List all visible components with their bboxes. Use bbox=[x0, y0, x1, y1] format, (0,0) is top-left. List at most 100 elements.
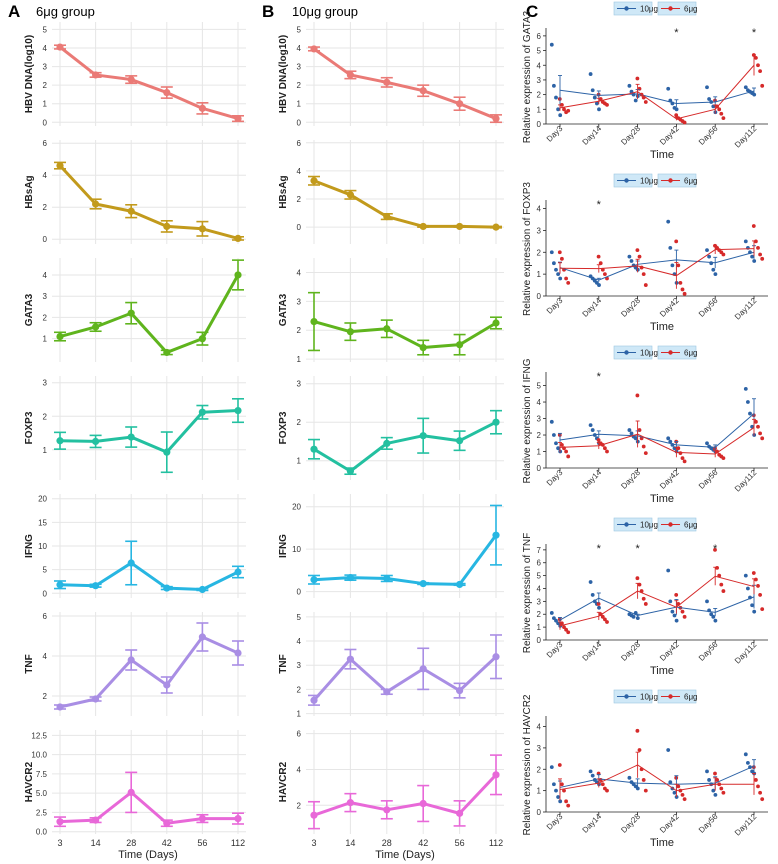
panel-b-havcr2-data-point bbox=[310, 811, 318, 819]
panel-c-foxp3-point-10ug bbox=[597, 283, 601, 287]
panel-a-tnf-data-point bbox=[198, 633, 206, 641]
panel-c-tnf-significance-star: * bbox=[713, 543, 718, 555]
panel-c-tnf-point-10ug bbox=[631, 614, 636, 619]
panel-a-havcr2-y-tick-label: 10.0 bbox=[31, 751, 47, 760]
panel-a-gata3-y-tick-label: 2 bbox=[43, 313, 48, 322]
panel-a-hbsag-y-axis-label: HBsAg bbox=[24, 175, 35, 208]
panel-c-gata3-y-tick-label: 4 bbox=[537, 61, 542, 70]
panel-a-tnf-data-point bbox=[56, 703, 64, 711]
panel-b-hbv-dna-log10-data-point bbox=[310, 45, 318, 53]
panel-c-tnf-point-6ug bbox=[756, 584, 760, 588]
panel-c-gata3-point-10ug bbox=[707, 97, 711, 101]
panel-c-havcr2-point-10ug bbox=[635, 786, 640, 791]
panel-c-tnf-x-tick-label: Day42 bbox=[658, 640, 681, 663]
panel-c-ifng-point-6ug bbox=[637, 428, 642, 432]
panel-a-hbv-dna-log10-y-tick-label: 5 bbox=[43, 25, 48, 34]
panel-c-tnf-x-tick-label: Day3 bbox=[545, 640, 565, 660]
panel-a-foxp3-data-point bbox=[234, 406, 242, 415]
panel-b-foxp3-data-point bbox=[456, 437, 464, 445]
panel-a-hbv-dna-log10-y-tick-label: 1 bbox=[43, 100, 48, 109]
panel-b-hbsag-y-tick-label: 0 bbox=[297, 223, 302, 232]
panel-a-gata3-subplot: 1 2 3 4 GATA3 bbox=[24, 258, 246, 362]
panel-c-tnf-x-tick-label: Day112 bbox=[733, 640, 759, 666]
panel-c-foxp3-legend-label-10ug: 10μg bbox=[640, 177, 658, 186]
panel-c-foxp3-point-10ug bbox=[556, 272, 560, 277]
panel-c-havcr2-point-10ug bbox=[558, 799, 563, 804]
panel-a-foxp3-y-tick-label: 2 bbox=[43, 412, 48, 421]
panel-c-havcr2-legend-marker-6ug bbox=[668, 694, 673, 699]
panel-c-tnf-legend: 10μg 6μg bbox=[613, 517, 698, 532]
panel-c-gata3-y-tick-label: 5 bbox=[537, 47, 542, 56]
panel-a-hbsag-series-line bbox=[58, 164, 239, 240]
panel-a-ifng-y-tick-label: 5 bbox=[43, 566, 48, 575]
panel-c-ifng-point-6ug bbox=[603, 446, 607, 451]
panel-c-foxp3-y-tick-label: 2 bbox=[537, 248, 542, 257]
panel-c-foxp3-significance-star: * bbox=[597, 199, 602, 211]
panel-c-tnf-legend-marker-10ug bbox=[624, 522, 629, 527]
panel-c-foxp3-point-10ug bbox=[668, 246, 673, 250]
panel-c-gata3-point-6ug bbox=[721, 116, 726, 121]
panel-b-gata3-data-point bbox=[456, 341, 464, 349]
panel-c-foxp3-point-10ug bbox=[709, 261, 714, 266]
panel-a-ifng-series-line bbox=[59, 561, 239, 591]
panel-a-x-tick-label: 3 bbox=[57, 838, 62, 848]
panel-c-tnf-point-10ug bbox=[597, 605, 601, 610]
panel-c-foxp3-x-tick-label: Day14 bbox=[580, 296, 603, 319]
panel-c-havcr2-x-tick-label: Day28 bbox=[619, 812, 642, 835]
panel-c-foxp3-point-10ug bbox=[713, 272, 718, 277]
panel-c-tnf-point-10ug bbox=[666, 568, 671, 573]
panel-b-hbv-dna-log10-y-tick-label: 3 bbox=[297, 63, 302, 72]
panel-c-gata3-y-axis-label: Relative expression of GATA3 bbox=[522, 10, 533, 143]
panel-b-hbsag-data-point bbox=[346, 191, 354, 199]
panel-c-havcr2-point-6ug bbox=[758, 790, 762, 795]
panel-c-gata3-point-10ug bbox=[595, 101, 599, 106]
panel-b-gata3-data-point bbox=[419, 343, 427, 352]
panel-b-foxp3-data-point bbox=[310, 445, 318, 453]
panel-a-hbv-dna-log10-series-line bbox=[59, 45, 239, 121]
panel-c-gata3-point-6ug bbox=[637, 86, 642, 91]
panel-c-havcr2-subplot: 10μg 6μg 0 1 2 3 4 Relative expression of HAVCR… bbox=[522, 689, 768, 849]
panel-b-foxp3-y-tick-label: 2 bbox=[297, 418, 302, 427]
panel-a-hbv-dna-log10-data-point bbox=[92, 71, 100, 79]
panel-b-tnf-y-tick-label: 2 bbox=[297, 685, 302, 694]
panel-a-ifng-y-axis-label: IFNG bbox=[24, 534, 35, 558]
panel-c-gata3-x-axis-label: Time bbox=[650, 149, 674, 161]
panel-c-havcr2-mean-line-6ug bbox=[559, 764, 754, 792]
panel-b-hbv-dna-log10-data-point bbox=[456, 100, 464, 108]
panel-c-havcr2-point-6ug bbox=[713, 771, 717, 776]
panel-b-gata3-y-tick-label: 1 bbox=[297, 355, 302, 364]
panel-b-hbv-dna-log10-y-axis-label: HBV DNA(log10) bbox=[278, 35, 289, 113]
panel-c-tnf-point-10ug bbox=[590, 593, 595, 597]
panel-b-foxp3-data-point bbox=[346, 467, 354, 475]
panel-c-gata3-point-10ug bbox=[633, 98, 638, 103]
panel-a-havcr2-y-tick-label: 12.5 bbox=[31, 731, 47, 740]
panel-b-tnf-y-tick-label: 1 bbox=[297, 710, 302, 719]
panel-label-c: C bbox=[526, 2, 538, 21]
panel-a-foxp3-data-point bbox=[92, 437, 100, 446]
panel-c-gata3-subplot: 10μg 6μg 0 1 2 3 4 5 6 Relative expression of GAT… bbox=[522, 1, 768, 161]
panel-c-foxp3-point-6ug bbox=[557, 250, 562, 255]
panel-c-foxp3-x-tick-label: Day112 bbox=[733, 296, 759, 322]
panel-c-foxp3-point-6ug bbox=[596, 254, 601, 259]
panel-b-havcr2-y-tick-label: 6 bbox=[297, 730, 302, 739]
panel-a-ifng-y-tick-label: 10 bbox=[38, 542, 47, 551]
panel-c-havcr2-point-10ug bbox=[627, 775, 632, 780]
panel-c-tnf-point-6ug bbox=[603, 617, 607, 622]
panel-c-foxp3-point-10ug bbox=[629, 259, 634, 263]
panel-c-ifng-point-6ug bbox=[678, 451, 683, 456]
panel-b-hbv-dna-log10-y-tick-label: 2 bbox=[297, 81, 302, 90]
panel-c-foxp3-point-10ug bbox=[558, 276, 563, 281]
panel-b-gata3-y-tick-label: 2 bbox=[297, 326, 302, 335]
panel-c-havcr2-point-6ug bbox=[754, 778, 758, 782]
panel-b-havcr2-y-axis-label: HAVCR2 bbox=[278, 761, 289, 802]
panel-c-ifng-legend-label-10ug: 10μg bbox=[640, 349, 658, 358]
panel-a-foxp3-y-axis-label: FOXP3 bbox=[24, 411, 35, 444]
panel-a-foxp3-y-tick-label: 1 bbox=[43, 446, 48, 455]
panel-c-tnf-mean-line-10ug bbox=[559, 596, 755, 621]
panel-b-gata3-data-point bbox=[383, 325, 391, 333]
panel-c-ifng-legend: 10μg 6μg bbox=[613, 345, 698, 360]
panel-c-havcr2-point-10ug bbox=[668, 780, 673, 784]
panel-b-gata3-y-tick-label: 3 bbox=[297, 297, 302, 306]
panel-c-tnf-point-6ug bbox=[564, 627, 568, 632]
